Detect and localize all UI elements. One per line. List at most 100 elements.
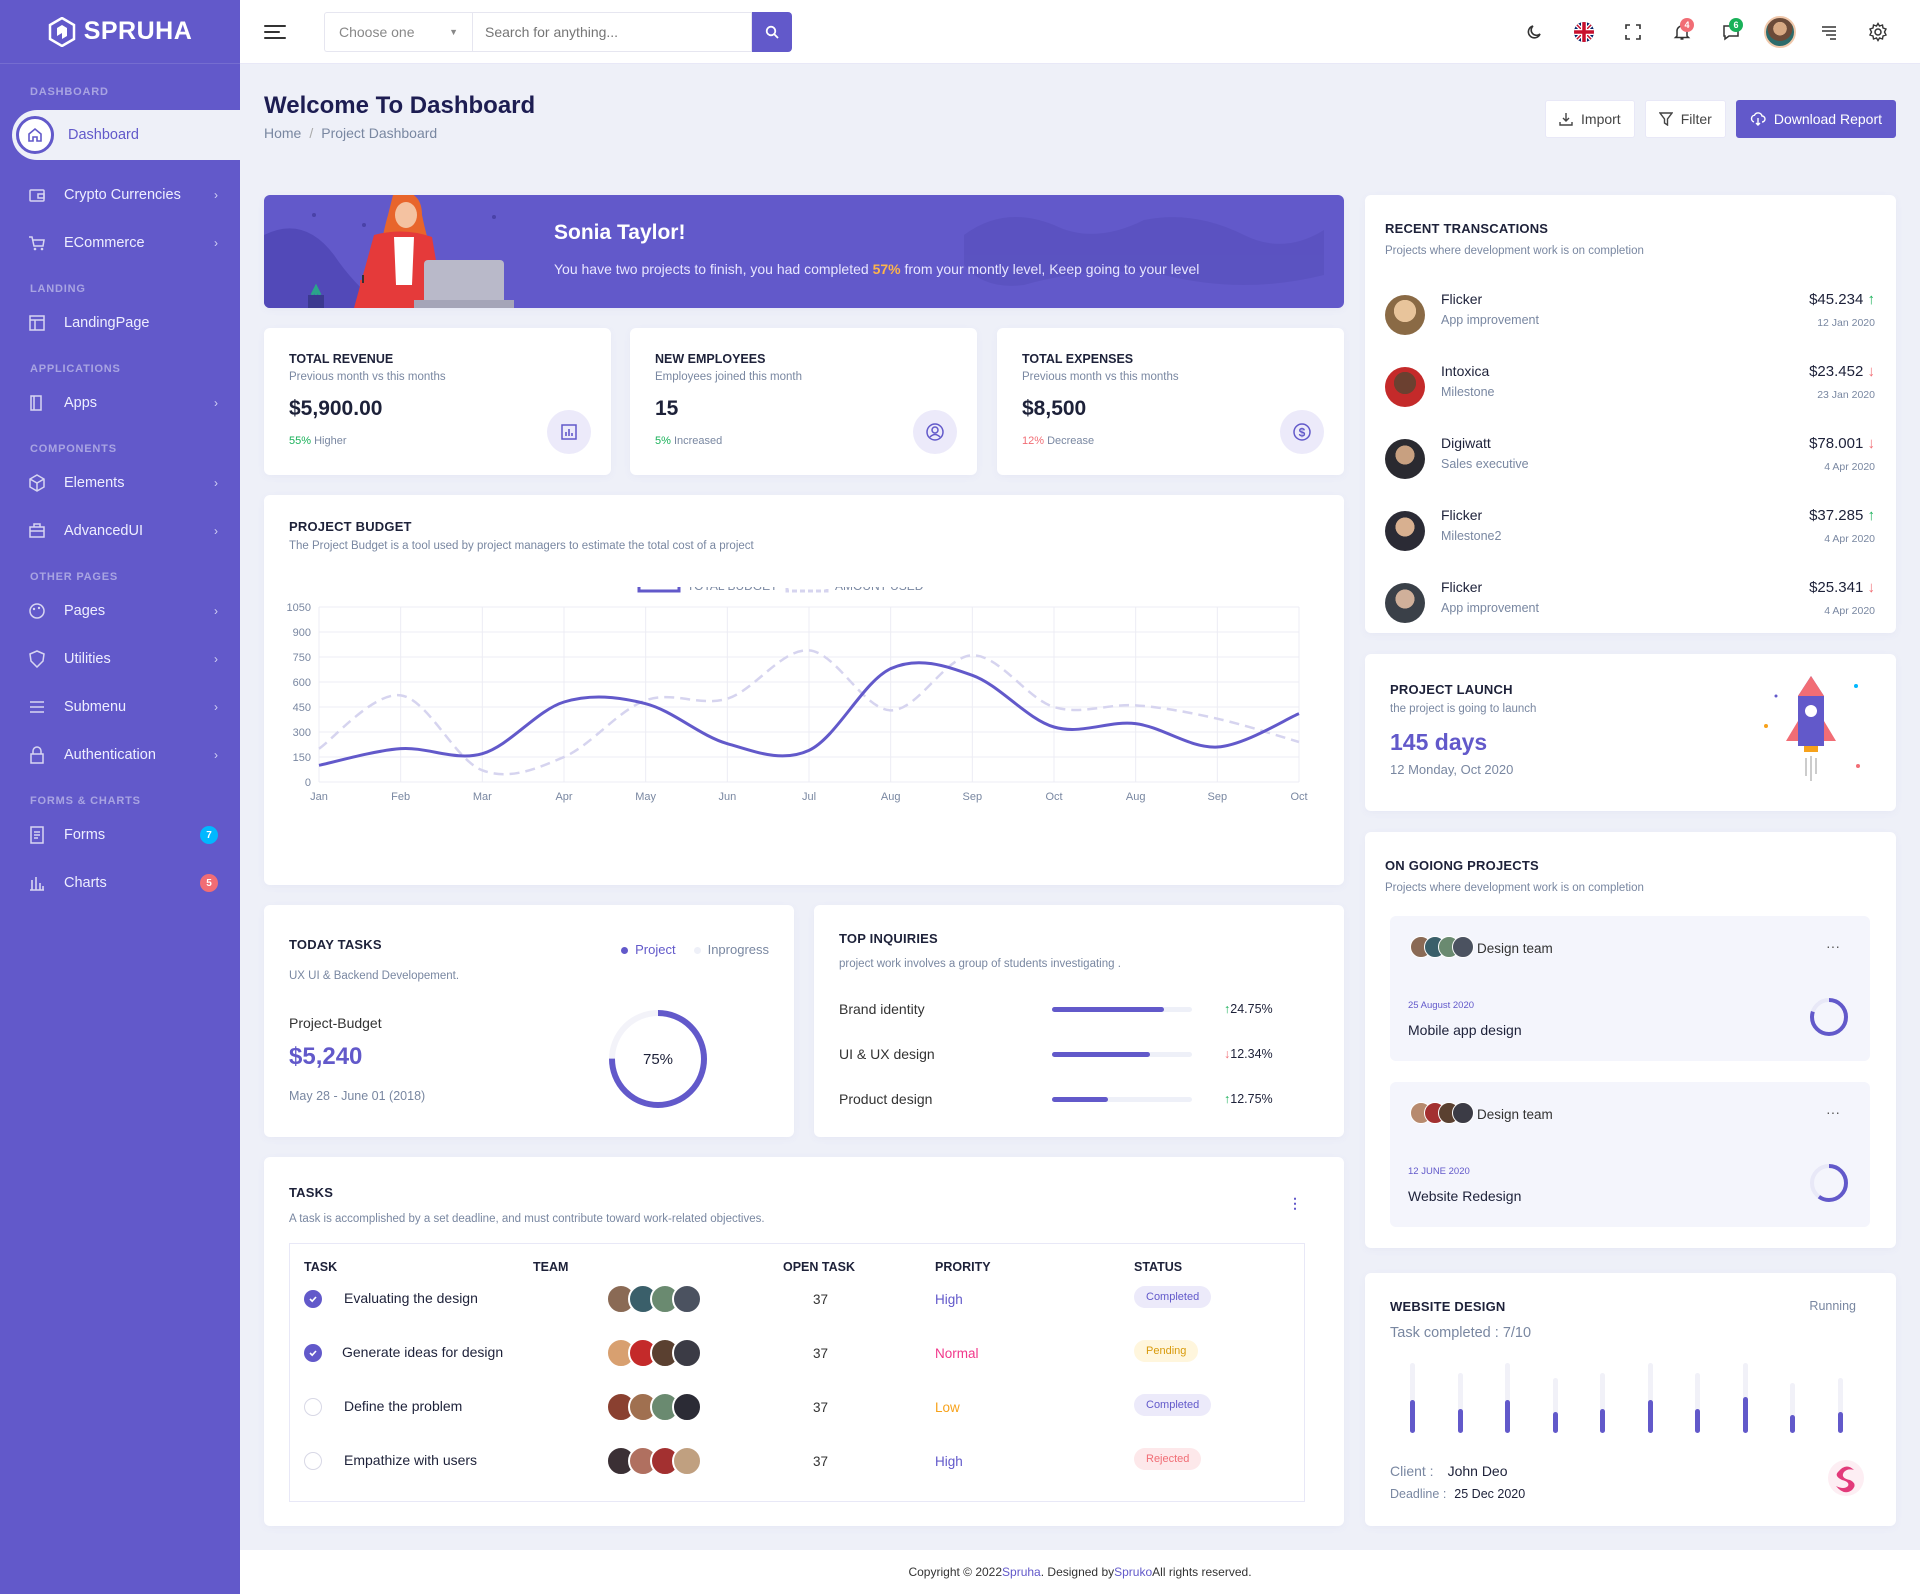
legend-label: AMOUNT USED: [835, 587, 924, 593]
stat-value: 15: [655, 397, 679, 420]
hamburger-menu-icon[interactable]: [264, 21, 286, 43]
project-item[interactable]: Design team ··· 12 JUNE 2020 Website Red…: [1390, 1082, 1870, 1227]
project-item[interactable]: Design team ··· 25 August 2020 Mobile ap…: [1390, 916, 1870, 1061]
list-item[interactable]: Digiwatt Sales executive $78.001 ↓ 4 Apr…: [1385, 433, 1875, 505]
list-item[interactable]: Flicker App improvement $45.234 ↑ 12 Jan…: [1385, 289, 1875, 361]
filter-button[interactable]: Filter: [1644, 100, 1726, 138]
avatar: [672, 1284, 702, 1314]
priority-label: Low: [935, 1400, 960, 1415]
x-tick-label: Aug: [1126, 791, 1146, 803]
briefcase-icon: [29, 523, 45, 538]
tasks-table: TASK TEAM OPEN TASK PRORITY STATUS Evalu…: [289, 1243, 1305, 1502]
x-tick-label: Apr: [555, 791, 572, 803]
priority-label: High: [935, 1292, 963, 1307]
charts-count-badge: 5: [200, 874, 218, 892]
sidebar-item-charts[interactable]: Charts 5: [0, 859, 240, 907]
checkbox-unchecked[interactable]: [304, 1398, 322, 1416]
x-tick-label: Mar: [473, 791, 492, 803]
footer-brand-link[interactable]: Spruha: [1002, 1565, 1041, 1579]
task-bar: [1600, 1409, 1605, 1433]
table-row: Empathize with users 37 High Rejected: [290, 1434, 1306, 1488]
chart-icon: [547, 410, 591, 454]
y-tick-label: 150: [293, 752, 311, 764]
team-avatars: [606, 1446, 702, 1476]
sidebar-item-crypto[interactable]: Crypto Currencies ›: [0, 171, 240, 219]
inquiry-progress-fill: [1052, 1007, 1164, 1012]
sidebar-item-utilities[interactable]: Utilities ›: [0, 635, 240, 683]
box-icon: [29, 474, 45, 492]
sidebar-item-submenu[interactable]: Submenu ›: [0, 683, 240, 731]
breadcrumb-home[interactable]: Home: [264, 125, 302, 141]
legend-label: TOTAL BUDGET: [687, 587, 778, 593]
arrow-down-icon: ↓: [1224, 1047, 1231, 1061]
sidebar-toggle-button[interactable]: [1804, 12, 1853, 52]
list-item[interactable]: Flicker Milestone2 $37.285 ↑ 4 Apr 2020: [1385, 505, 1875, 577]
brand-swirl-icon: [1828, 1460, 1864, 1496]
sidebar-item-landingpage[interactable]: LandingPage: [0, 299, 240, 347]
website-design-card: WEBSITE DESIGN Running Task completed : …: [1365, 1273, 1896, 1526]
task-bar: [1647, 1400, 1653, 1433]
fullscreen-button[interactable]: [1608, 12, 1657, 52]
more-options-icon[interactable]: ···: [1826, 1104, 1840, 1120]
profile-button[interactable]: [1755, 12, 1804, 52]
messages-button[interactable]: 6: [1706, 12, 1755, 52]
progress-donut-arc: [609, 1010, 707, 1108]
gear-icon: [1868, 21, 1887, 42]
caret-down-icon: ▼: [449, 26, 458, 37]
task-name: Evaluating the design: [344, 1290, 478, 1306]
chevron-right-icon: ›: [214, 700, 218, 714]
sidebar-item-advancedui[interactable]: AdvancedUI ›: [0, 507, 240, 555]
sidebar-item-forms[interactable]: Forms 7: [0, 811, 240, 859]
search-input[interactable]: [472, 11, 752, 52]
list-item[interactable]: Flicker App improvement $25.341 ↓ 4 Apr …: [1385, 577, 1875, 649]
sidebar-item-label: Authentication: [64, 747, 156, 763]
transaction-amount-value: $37.285: [1809, 507, 1864, 524]
card-subtitle: Projects where development work is on co…: [1385, 245, 1644, 257]
avatar: [1452, 1102, 1474, 1124]
sidebar-item-authentication[interactable]: Authentication ›: [0, 731, 240, 779]
arrow-up-icon: ↑: [1867, 507, 1876, 524]
legend-label: Inprogress: [707, 942, 769, 957]
checkbox-unchecked[interactable]: [304, 1452, 322, 1470]
more-options-icon[interactable]: ⋮: [1288, 1195, 1302, 1211]
table-header-task: TASK: [304, 1260, 338, 1274]
search-icon: [765, 25, 779, 39]
download-report-button[interactable]: Download Report: [1735, 100, 1896, 138]
search-button[interactable]: [752, 11, 792, 52]
language-button[interactable]: [1559, 12, 1608, 52]
checkbox-checked[interactable]: [304, 1290, 322, 1308]
layout-icon: [29, 315, 45, 331]
sidebar-item-label: LandingPage: [64, 315, 150, 331]
brand-logo[interactable]: SPRUHA: [0, 0, 240, 64]
checkbox-checked[interactable]: [304, 1344, 322, 1362]
import-button[interactable]: Import: [1545, 100, 1635, 138]
sidebar-item-ecommerce[interactable]: ECommerce ›: [0, 219, 240, 267]
stat-value: $5,900.00: [289, 397, 383, 420]
brand-name: SPRUHA: [83, 17, 193, 45]
arrow-down-icon: ↓: [1867, 579, 1876, 596]
client-row: Client : John Deo: [1390, 1463, 1508, 1479]
y-tick-label: 0: [305, 777, 311, 789]
launch-date: 12 Monday, Oct 2020: [1390, 762, 1514, 777]
card-title: PROJECT LAUNCH: [1390, 682, 1513, 697]
launch-days: 145 days: [1390, 729, 1488, 755]
budget-label: Project-Budget: [289, 1015, 382, 1031]
sidebar-item-apps[interactable]: Apps ›: [0, 379, 240, 427]
footer-designer-link[interactable]: Spruko: [1114, 1565, 1153, 1579]
client-name: John Deo: [1447, 1463, 1508, 1479]
settings-button[interactable]: [1853, 12, 1902, 52]
sidebar-item-pages[interactable]: Pages ›: [0, 587, 240, 635]
y-tick-label: 300: [293, 727, 311, 739]
list-item[interactable]: Intoxica Milestone $23.452 ↓ 23 Jan 2020: [1385, 361, 1875, 433]
stat-subtitle: Previous month vs this months: [1022, 371, 1179, 383]
more-options-icon[interactable]: ···: [1826, 938, 1840, 954]
notifications-button[interactable]: 4: [1657, 12, 1706, 52]
theme-toggle-button[interactable]: [1510, 12, 1559, 52]
sidebar-item-elements[interactable]: Elements ›: [0, 459, 240, 507]
shield-icon: [29, 650, 45, 668]
category-select[interactable]: Choose one ▼: [324, 11, 472, 52]
sidebar-item-label: Charts: [64, 875, 107, 891]
sidebar-item-dashboard[interactable]: Dashboard: [12, 110, 240, 160]
task-bar-track: [1600, 1373, 1605, 1433]
table-header-open-task: OPEN TASK: [783, 1260, 855, 1274]
